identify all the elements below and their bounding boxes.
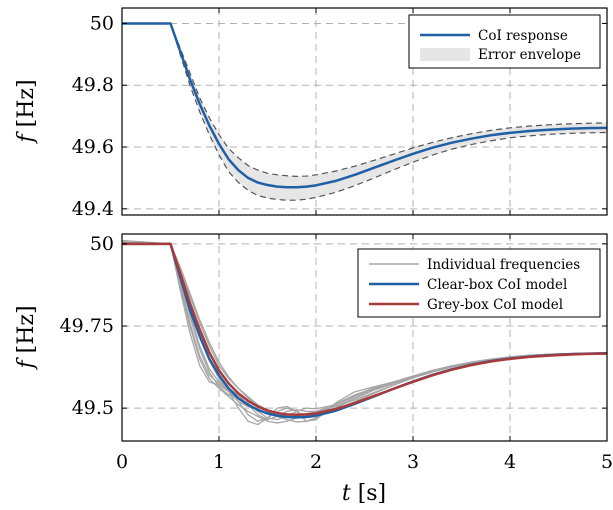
legend-swatch-error-envelope xyxy=(420,48,470,61)
top-plot-area xyxy=(122,22,608,201)
bottom-panel: 49.5 49.75 50 0 1 2 3 4 5 f [Hz] t [s] Individu… xyxy=(14,233,613,506)
top-panel: 49.4 49.6 49.8 50 f [Hz] CoI response Error… xyxy=(14,7,608,220)
top-y-tick-label: 49.6 xyxy=(72,136,114,158)
x-tick-label: 3 xyxy=(407,451,419,473)
legend-label-clear-box: Clear-box CoI model xyxy=(427,277,567,293)
x-tick-label: 1 xyxy=(213,451,225,473)
legend-label-individual-frequencies: Individual frequencies xyxy=(427,257,580,273)
error-envelope-lower xyxy=(169,23,608,201)
legend-label-coi-response: CoI response xyxy=(478,28,568,44)
bottom-y-tick-label: 49.5 xyxy=(72,397,114,419)
bottom-plot-area xyxy=(121,239,608,426)
bottom-y-axis-label: f [Hz] xyxy=(14,305,39,370)
legend-label-grey-box: Grey-box CoI model xyxy=(427,297,563,313)
legend-label-error-envelope: Error envelope xyxy=(478,47,581,63)
bottom-y-tick-label: 50 xyxy=(90,233,114,255)
bottom-y-tick-label: 49.75 xyxy=(60,315,114,337)
top-y-tick-label: 50 xyxy=(90,12,114,34)
x-tick-label: 5 xyxy=(601,451,613,473)
bottom-axes-frame xyxy=(121,233,608,442)
x-tick-label: 0 xyxy=(116,451,128,473)
top-y-tick-label: 49.4 xyxy=(72,198,114,220)
error-envelope-upper xyxy=(169,23,608,177)
error-envelope-band xyxy=(170,23,607,201)
bottom-legend: Individual frequencies Clear-box CoI mod… xyxy=(357,248,601,318)
x-tick-label: 2 xyxy=(310,451,322,473)
x-tick-label: 4 xyxy=(504,451,516,473)
bottom-x-ticks: 0 1 2 3 4 5 xyxy=(116,451,613,473)
top-axes-frame xyxy=(121,7,608,216)
top-y-tick-label: 49.8 xyxy=(72,74,114,96)
top-y-axis-label: f [Hz] xyxy=(14,79,39,144)
top-y-ticks: 49.4 49.6 49.8 50 xyxy=(72,8,608,220)
top-legend: CoI response Error envelope xyxy=(408,14,601,69)
coi-response-line xyxy=(122,22,608,189)
grey-box-coi-line xyxy=(122,242,608,416)
bottom-y-ticks: 49.5 49.75 50 xyxy=(60,233,608,441)
x-axis-label: t [s] xyxy=(342,481,386,506)
bottom-grid xyxy=(122,234,607,441)
